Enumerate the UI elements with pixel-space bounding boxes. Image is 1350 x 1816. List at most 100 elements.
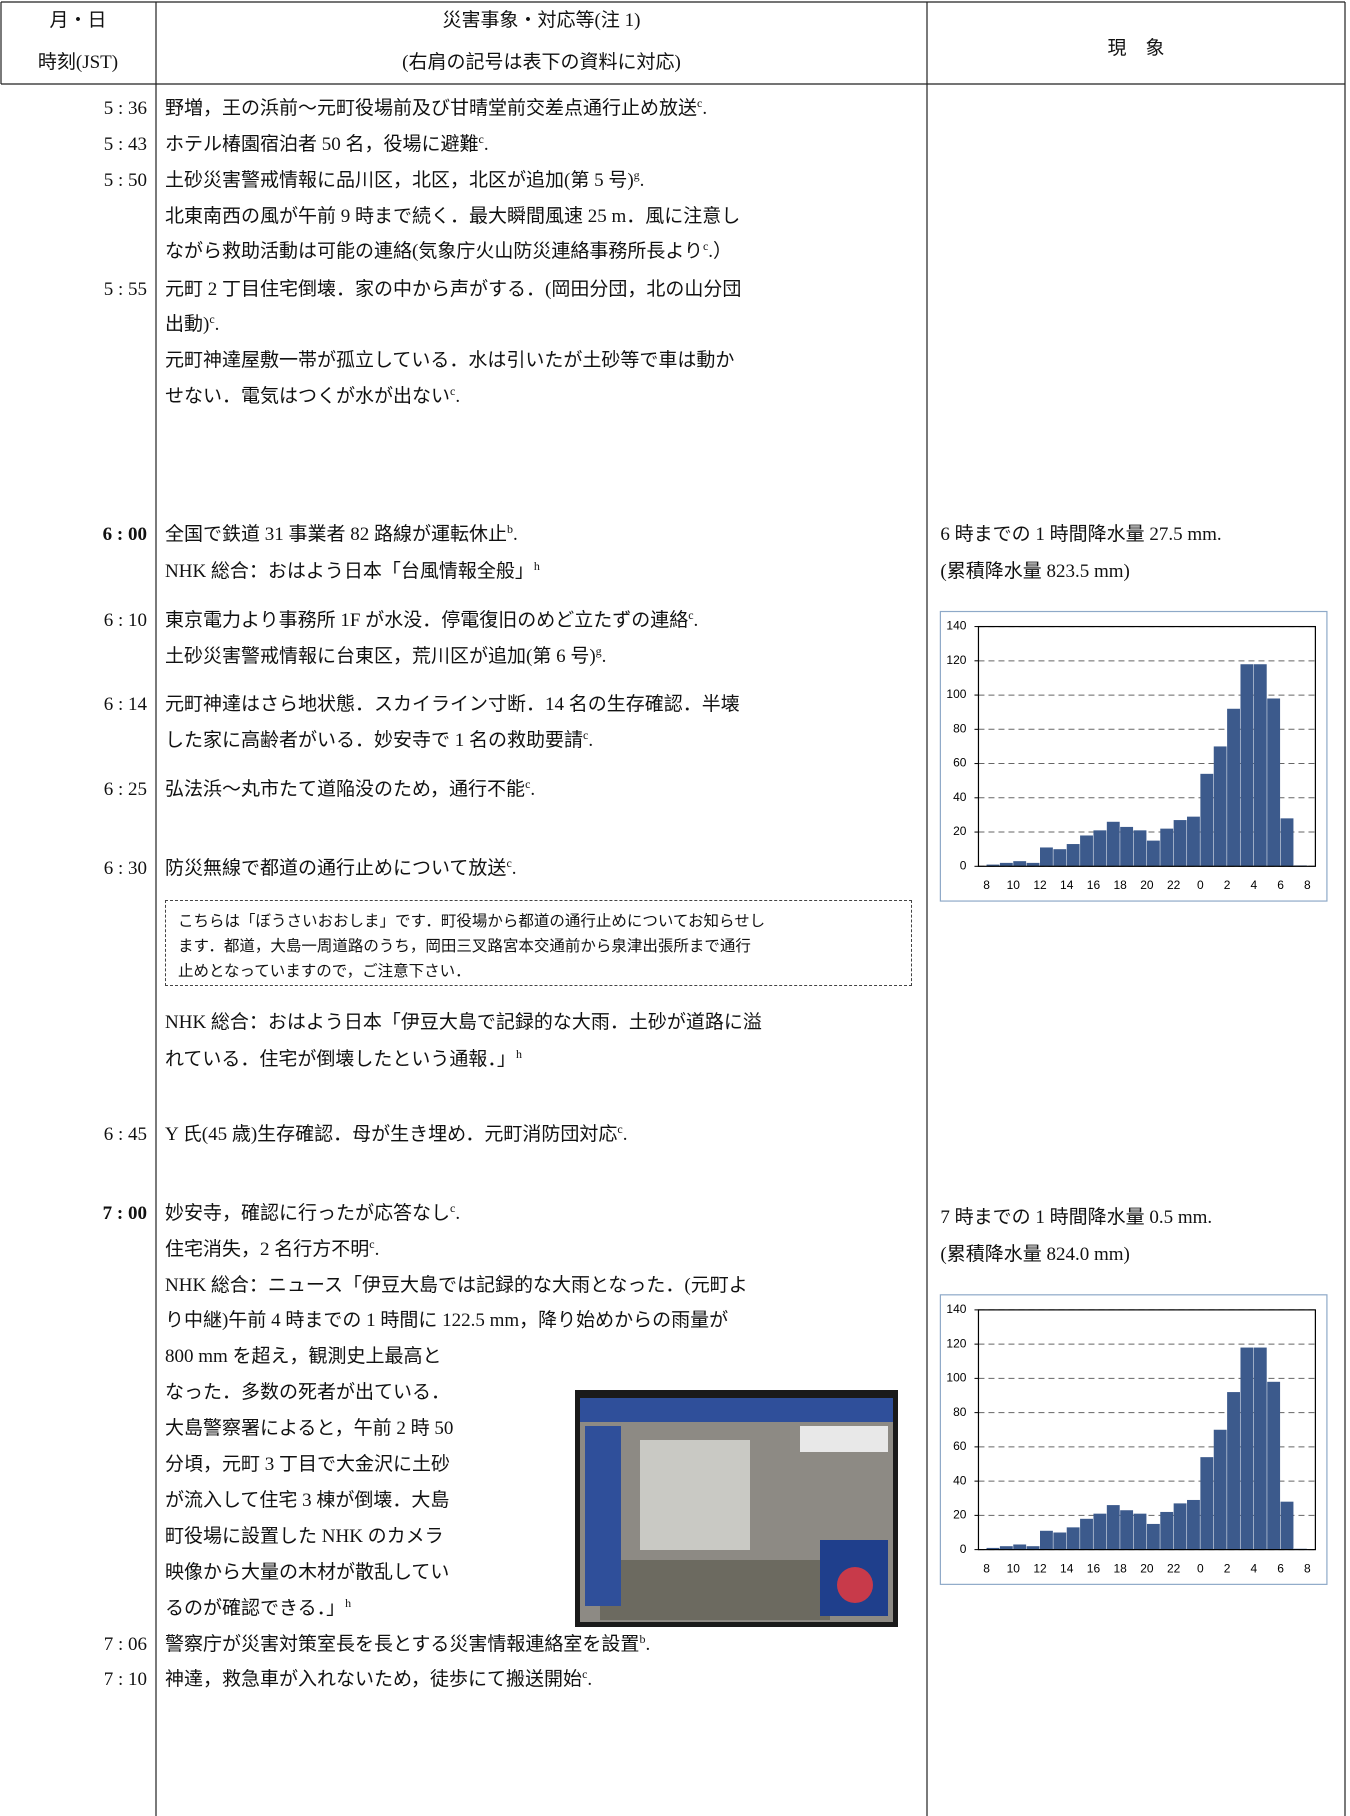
event-text: 北東南西の風が午前 9 時まで続く．最大瞬間風速 25 m．風に注意し [165, 206, 740, 227]
broadcast-line: こちらは「ぼうさいおおしま」です．町役場から都道の通行止めについてお知らせし [178, 909, 899, 934]
event-line: れている．住宅が倒壊したという通報．」h [165, 1047, 522, 1073]
header-event: 災害事象・対応等(注 1) [156, 8, 927, 34]
event-text: 800 mm を超え，観測史上最高と [165, 1346, 442, 1367]
event-time: 5 : 50 [27, 168, 147, 194]
event-time: 7 : 10 [27, 1667, 147, 1693]
event-time: 5 : 43 [27, 132, 147, 158]
event-tail: . [702, 98, 707, 119]
event-line: 分頃，元町 3 丁目で大金沢に土砂 [165, 1452, 450, 1478]
event-text: 弘法浜～丸市たて道陥没のため，通行不能 [165, 779, 525, 800]
event-text: 土砂災害警戒情報に台東区，荒川区が追加(第 6 号) [165, 646, 596, 667]
event-line: NHK 総合：ニュース「伊豆大島では記録的な大雨となった．(元町よ [165, 1273, 748, 1299]
event-text: 全国で鉄道 31 事業者 82 路線が運転休止 [165, 524, 507, 545]
event-tail: . [455, 1203, 460, 1224]
event-line: Y 氏(45 歳)生存確認．母が生き埋め．元町消防団対応c. [165, 1122, 628, 1148]
event-time: 5 : 36 [27, 96, 147, 122]
event-line: 元町神達屋敷一帯が孤立している．水は引いたが土砂等で車は動か [165, 348, 734, 374]
event-line: ホテル椿園宿泊者 50 名，役場に避難c. [165, 132, 489, 158]
event-tail: . [455, 386, 460, 407]
event-line: ながら救助活動は可能の連絡(気象庁火山防災連絡事務所長よりc.） [165, 239, 732, 265]
event-tail: . [512, 858, 517, 879]
event-tail: . [602, 646, 607, 667]
event-text: なった．多数の死者が出ている． [165, 1382, 450, 1403]
event-text: 野増，王の浜前～元町役場前及び甘晴堂前交差点通行止め放送 [165, 98, 697, 119]
event-line: した家に高齢者がいる．妙安寺で 1 名の救助要請c. [165, 728, 593, 754]
event-tail: . [530, 779, 535, 800]
event-time: 6 : 45 [27, 1122, 147, 1148]
event-line: 神達，救急車が入れないため，徒歩にて搬送開始c. [165, 1667, 592, 1693]
event-tail: . [484, 134, 489, 155]
source-mark: h [345, 1596, 351, 1610]
event-line: り中継)午前 4 時までの 1 時間に 122.5 mm，降り始めからの雨量が [165, 1308, 728, 1334]
event-tail: . [623, 1124, 628, 1145]
event-text: り中継)午前 4 時までの 1 時間に 122.5 mm，降り始めからの雨量が [165, 1310, 728, 1331]
header-phenomena: 現 象 [927, 36, 1345, 62]
event-text: した家に高齢者がいる．妙安寺で 1 名の救助要請 [165, 730, 583, 751]
event-line: 土砂災害警戒情報に品川区，北区，北区が追加(第 5 号)g. [165, 168, 644, 194]
header-time: 時刻(JST) [0, 50, 156, 76]
broadcast-box: こちらは「ぼうさいおおしま」です．町役場から都道の通行止めについてお知らせします… [165, 900, 912, 986]
event-line: 映像から大量の木材が散乱してい [165, 1560, 449, 1586]
event-text: 分頃，元町 3 丁目で大金沢に土砂 [165, 1454, 450, 1475]
event-line: 弘法浜～丸市たて道陥没のため，通行不能c. [165, 777, 535, 803]
event-text: NHK 総合：ニュース「伊豆大島では記録的な大雨となった．(元町よ [165, 1275, 748, 1296]
event-tail: . [640, 170, 645, 191]
header-date: 月・日 [0, 8, 156, 34]
event-line: 出動)c. [165, 312, 219, 338]
event-text: 元町 2 丁目住宅倒壊．家の中から声がする．(岡田分団，北の山分団 [165, 279, 741, 300]
event-line: 元町 2 丁目住宅倒壊．家の中から声がする．(岡田分団，北の山分団 [165, 277, 741, 303]
event-line: るのが確認できる．」h [165, 1596, 351, 1622]
event-text: ホテル椿園宿泊者 50 名，役場に避難 [165, 134, 479, 155]
event-text: 防災無線で都道の通行止めについて放送 [165, 858, 506, 879]
event-text: 出動) [165, 314, 209, 335]
event-text: るのが確認できる．」 [165, 1598, 345, 1619]
broadcast-line: ます．都道，大島一周道路のうち，岡田三叉路宮本交通前から泉津出張所まで通行 [178, 934, 899, 959]
event-line: 警察庁が災害対策室長を長とする災害情報連絡室を設置b. [165, 1632, 650, 1658]
event-line: NHK 総合：おはよう日本「台風情報全般」h [165, 559, 540, 585]
event-line: 北東南西の風が午前 9 時まで続く．最大瞬間風速 25 m．風に注意し [165, 204, 740, 230]
event-tail: . [513, 524, 518, 545]
event-text: 東京電力より事務所 1F が水没．停電復旧のめど立たずの連絡 [165, 610, 688, 631]
event-line: 全国で鉄道 31 事業者 82 路線が運転休止b. [165, 522, 518, 548]
event-text: 妙安寺，確認に行ったが応答なし [165, 1203, 450, 1224]
event-text: れている．住宅が倒壊したという通報．」 [165, 1049, 516, 1070]
event-line: 800 mm を超え，観測史上最高と [165, 1344, 442, 1370]
header-note: (右肩の記号は表下の資料に対応) [156, 50, 927, 76]
event-line: なった．多数の死者が出ている． [165, 1380, 450, 1406]
event-line: 東京電力より事務所 1F が水没．停電復旧のめど立たずの連絡c. [165, 608, 698, 634]
event-tail: . [588, 730, 593, 751]
phenomenon-line: (累積降水量 823.5 mm) [940, 559, 1129, 585]
event-text: 町役場に設置した NHK のカメラ [165, 1526, 444, 1547]
event-tail: . [215, 314, 220, 335]
event-tail: . [694, 610, 699, 631]
event-tail: . [645, 1634, 650, 1655]
event-text: 住宅消失，2 名行方不明 [165, 1239, 369, 1260]
source-mark: h [534, 559, 540, 573]
event-line: 防災無線で都道の通行止めについて放送c. [165, 856, 517, 882]
event-tail: .） [708, 241, 732, 262]
phenomenon-line: (累積降水量 824.0 mm) [940, 1242, 1129, 1268]
event-line: 住宅消失，2 名行方不明c. [165, 1237, 379, 1263]
event-line: 妙安寺，確認に行ったが応答なしc. [165, 1201, 460, 1227]
event-text: 神達，救急車が入れないため，徒歩にて搬送開始 [165, 1669, 582, 1690]
event-line: が流入して住宅 3 棟が倒壊．大島 [165, 1488, 449, 1514]
event-text: ながら救助活動は可能の連絡(気象庁火山防災連絡事務所長より [165, 241, 703, 262]
event-time: 6 : 14 [27, 692, 147, 718]
event-time: 6 : 10 [27, 608, 147, 634]
event-time: 6 : 00 [27, 522, 147, 548]
event-text: せない．電気はつくが水が出ない [165, 386, 450, 407]
event-line: 元町神達はさら地状態．スカイライン寸断．14 名の生存確認．半壊 [165, 692, 740, 718]
event-time: 6 : 25 [27, 777, 147, 803]
event-line: 大島警察署によると，午前 2 時 50 [165, 1416, 453, 1442]
event-line: 町役場に設置した NHK のカメラ [165, 1524, 444, 1550]
event-tail: . [375, 1239, 380, 1260]
source-mark: h [516, 1047, 522, 1061]
event-text: Y 氏(45 歳)生存確認．母が生き埋め．元町消防団対応 [165, 1124, 617, 1145]
event-line: せない．電気はつくが水が出ないc. [165, 384, 460, 410]
event-time: 5 : 55 [27, 277, 147, 303]
event-text: 元町神達屋敷一帯が孤立している．水は引いたが土砂等で車は動か [165, 350, 734, 371]
event-text: NHK 総合：おはよう日本「台風情報全般」 [165, 561, 534, 582]
event-line: NHK 総合：おはよう日本「伊豆大島で記録的な大雨．土砂が道路に溢 [165, 1010, 762, 1036]
document: 月・日 時刻(JST) 災害事象・対応等(注 1) (右肩の記号は表下の資料に対… [0, 0, 1350, 1816]
event-time: 6 : 30 [27, 856, 147, 882]
